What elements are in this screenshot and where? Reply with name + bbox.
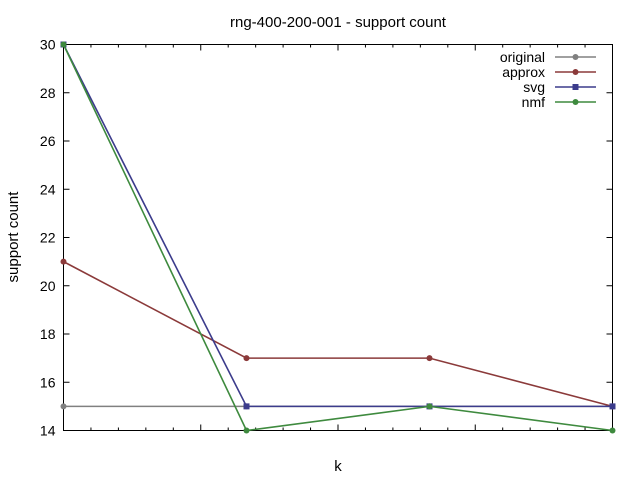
data-point-nmf — [426, 403, 433, 410]
series-approx — [60, 258, 616, 410]
legend-label: nmf — [522, 94, 545, 110]
series-nmf — [60, 41, 616, 434]
legend-swatch-marker — [572, 99, 579, 105]
y-tick-label: 16 — [40, 374, 56, 390]
series-line-svg — [62, 44, 613, 408]
legend-label: svg — [523, 79, 545, 95]
y-tick-label: 20 — [40, 278, 56, 294]
data-point-approx — [426, 355, 433, 362]
data-point-svg — [609, 403, 616, 410]
data-point-svg — [243, 403, 250, 410]
series-layer — [60, 41, 616, 434]
legend-item-original: original — [500, 49, 596, 65]
legend-item-svg: svg — [523, 79, 596, 95]
x-axis-title: k — [334, 458, 342, 475]
x-axis — [90, 44, 586, 431]
data-point-nmf — [243, 427, 250, 434]
chart-title: rng-400-200-001 - support count — [230, 14, 447, 31]
series-line-approx — [63, 260, 613, 408]
y-axis: 14 16 18 20 22 24 26 28 30 — [40, 37, 613, 439]
legend-item-approx: approx — [502, 64, 596, 80]
data-point-nmf — [60, 41, 67, 48]
legend-label: original — [500, 49, 545, 65]
legend-swatch-marker — [572, 84, 579, 90]
y-tick-label: 30 — [40, 37, 56, 53]
legend-swatch-marker — [572, 54, 579, 60]
legend-item-nmf: nmf — [522, 94, 596, 110]
y-axis-title: support count — [5, 191, 22, 283]
data-point-approx — [243, 355, 250, 362]
y-tick-label: 22 — [40, 230, 56, 246]
y-tick-label: 28 — [40, 85, 56, 101]
y-tick-label: 24 — [40, 181, 56, 197]
data-point-nmf — [609, 427, 616, 434]
data-point-original — [60, 403, 67, 410]
data-point-approx — [60, 258, 67, 265]
y-tick-label: 14 — [40, 423, 56, 439]
series-line-nmf — [62, 44, 613, 432]
y-tick-label: 26 — [40, 133, 56, 149]
y-tick-label: 18 — [40, 326, 56, 342]
legend-swatch-marker — [572, 69, 579, 75]
legend-label: approx — [502, 64, 545, 80]
